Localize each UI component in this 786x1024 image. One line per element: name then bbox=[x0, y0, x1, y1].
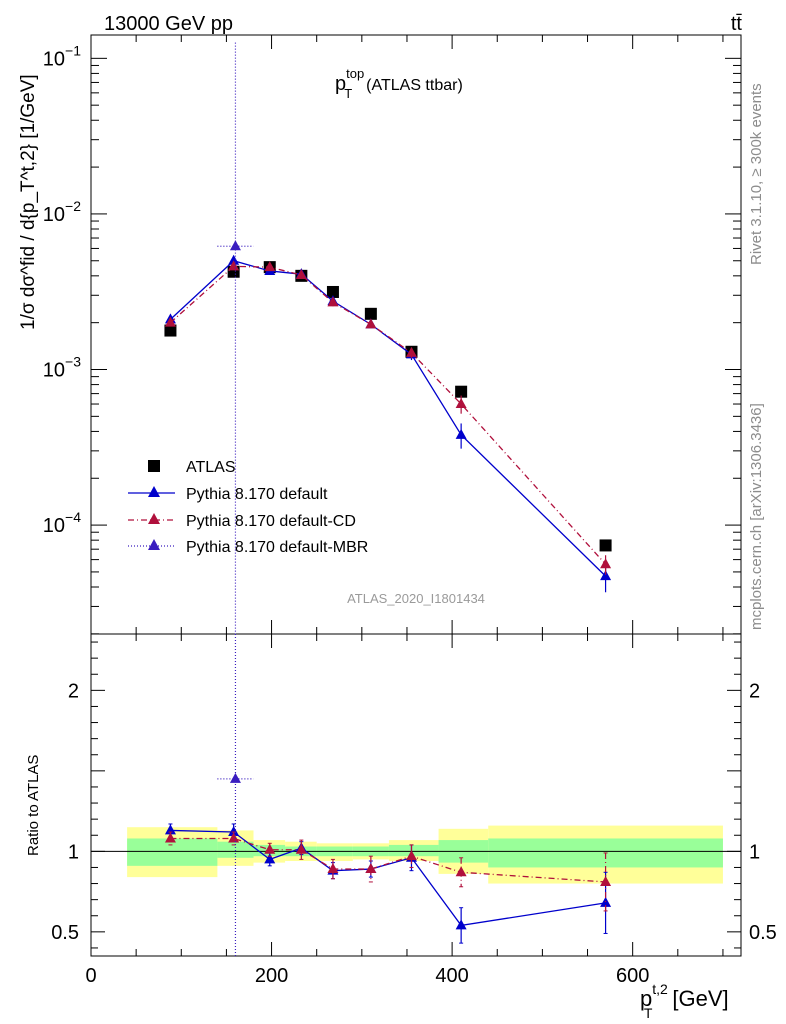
main-y-axis-label: 1/σ dσ^fid / d{p_T^t,2} [1/GeV] bbox=[18, 74, 39, 330]
main-data-point bbox=[164, 324, 177, 337]
legend-marker-atlas bbox=[148, 460, 160, 472]
main-data-point bbox=[455, 428, 467, 439]
ratio-data-point bbox=[455, 866, 467, 877]
main-data-point bbox=[364, 307, 377, 320]
legend-label: Pythia 8.170 default bbox=[186, 486, 328, 503]
band-inner bbox=[388, 844, 439, 857]
main-data-point bbox=[228, 254, 240, 265]
energy-label: 13000 GeV pp bbox=[104, 13, 233, 35]
ratio-y-tick-label-right: 2 bbox=[749, 680, 760, 702]
main-data-point bbox=[455, 385, 468, 398]
ratio-data-point bbox=[600, 875, 612, 886]
main-data-point bbox=[455, 398, 467, 409]
ratio-y-tick-label-right: 1 bbox=[749, 841, 760, 863]
legend-marker-default bbox=[148, 486, 160, 497]
rivet-label: Rivet 3.1.10, ≥ 300k events bbox=[748, 83, 765, 265]
main-data-point bbox=[327, 296, 339, 307]
legend: ATLAS Pythia 8.170 default Pythia 8.170 … bbox=[128, 459, 368, 556]
main-data-point bbox=[600, 570, 612, 581]
plot-title: ptop T (ATLAS ttbar) bbox=[335, 66, 463, 101]
legend-marker-cd bbox=[148, 513, 160, 524]
ratio-data-point bbox=[405, 850, 417, 861]
ratio-data-point bbox=[365, 863, 377, 874]
ratio-y-tick-label: 1 bbox=[68, 841, 79, 863]
mcplots-label: mcplots.cern.ch [arXiv:1306.3436] bbox=[748, 403, 765, 630]
main-data-point bbox=[326, 285, 339, 298]
band-inner bbox=[217, 841, 254, 858]
legend-label: ATLAS bbox=[186, 459, 236, 476]
main-data-point bbox=[405, 346, 417, 357]
ratio-data-point bbox=[264, 853, 276, 864]
ratio-y-tick-label: 2 bbox=[68, 680, 79, 702]
process-label: tt̄ bbox=[731, 13, 743, 35]
main-data-point bbox=[264, 261, 276, 272]
legend-entry: Pythia 8.170 default bbox=[128, 486, 328, 503]
x-tick-label: 200 bbox=[255, 965, 288, 987]
y-tick-label: 10−3 bbox=[43, 354, 81, 382]
ratio-data-point bbox=[229, 772, 241, 783]
ratio-data-point bbox=[455, 919, 467, 930]
ratio-plot-frame bbox=[90, 633, 742, 957]
y-tick-label: 10−1 bbox=[43, 42, 81, 70]
legend-label: Pythia 8.170 default-CD bbox=[186, 513, 356, 530]
legend-label: Pythia 8.170 default-MBR bbox=[186, 539, 368, 556]
y-tick-label: 10−2 bbox=[43, 198, 81, 226]
analysis-label: ATLAS_2020_I1801434 bbox=[347, 591, 485, 606]
ratio-data-point bbox=[327, 863, 339, 874]
legend-entry: Pythia 8.170 default-MBR bbox=[128, 539, 368, 556]
legend-marker-mbr bbox=[148, 539, 160, 550]
x-tick-label: 600 bbox=[616, 965, 649, 987]
main-data-point bbox=[295, 268, 307, 279]
ratio-data-point bbox=[164, 832, 176, 843]
x-tick-label: 400 bbox=[435, 965, 468, 987]
main-data-point bbox=[229, 240, 241, 251]
legend-entry: Pythia 8.170 default-CD bbox=[128, 513, 356, 530]
main-data-point bbox=[228, 260, 240, 271]
ratio-y-tick-label: 0.5 bbox=[51, 922, 79, 944]
x-tick-label: 0 bbox=[85, 965, 96, 987]
ratio-data-point bbox=[264, 843, 276, 854]
main-data-point bbox=[365, 318, 377, 329]
ratio-y-tick-label-right: 0.5 bbox=[749, 922, 777, 944]
main-data-point bbox=[600, 558, 612, 569]
legend-entry: ATLAS bbox=[148, 459, 236, 476]
y-tick-label: 10−4 bbox=[43, 509, 81, 537]
main-data-point bbox=[164, 316, 176, 327]
band-inner bbox=[127, 838, 218, 866]
ratio-data-point bbox=[228, 826, 240, 837]
x-axis-label: pt,2 T[GeV] bbox=[640, 981, 729, 1021]
main-data-point bbox=[599, 539, 612, 552]
chart-marks: 0 200 400 600 10−1 10−2 10−3 10−4 0.5 0.5 1 1 2 2 bbox=[43, 34, 777, 987]
ratio-data-point bbox=[228, 832, 240, 843]
ratio-data-point bbox=[164, 824, 176, 835]
ratio-y-axis-label: Ratio to ATLAS bbox=[25, 755, 42, 856]
ratio-data-point bbox=[295, 843, 307, 854]
